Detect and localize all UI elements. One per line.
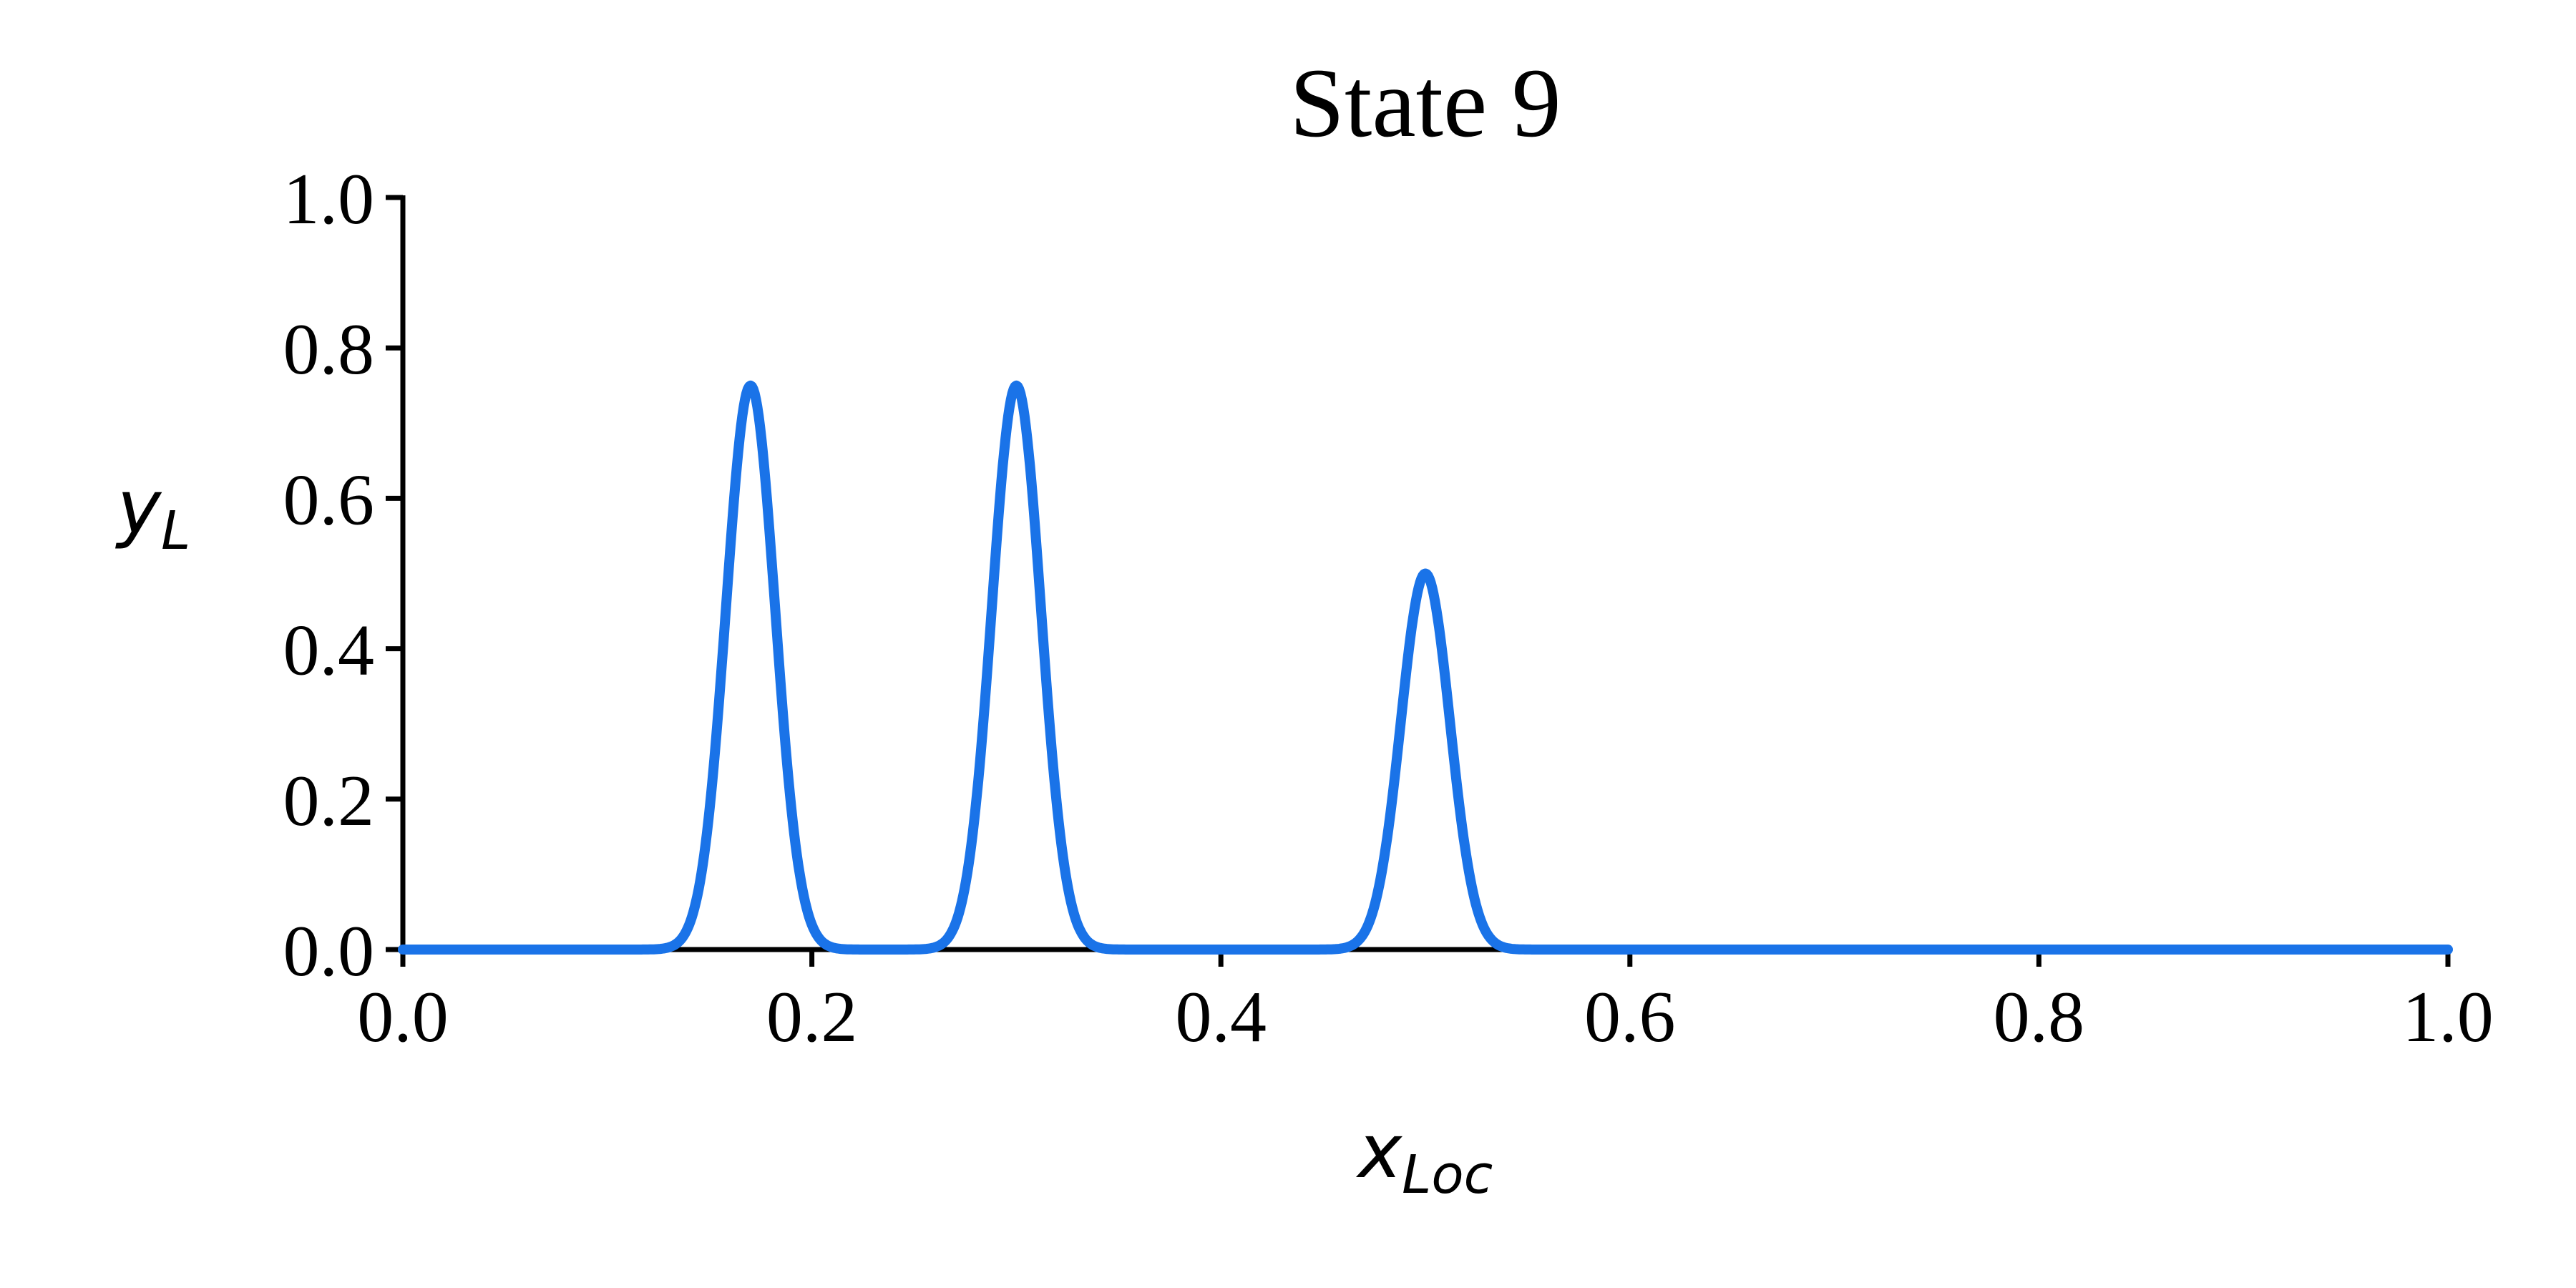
x-axis-ticks: 0.0 0.2 0.4 0.6 0.8 1.0 (357, 950, 2494, 1058)
x-tick-label: 1.0 (2402, 977, 2494, 1058)
y-tick-label: 0.6 (283, 459, 375, 540)
y-tick-label: 0.8 (283, 309, 375, 390)
y-axis-label-main: y (115, 464, 162, 551)
y-axis-ticks: 0.0 0.2 0.4 0.6 0.8 1.0 (283, 159, 403, 992)
y-axis-label: yL (115, 464, 191, 562)
x-tick-label: 0.8 (1994, 977, 2085, 1058)
x-tick-label: 0.4 (1175, 977, 1267, 1058)
y-tick-label: 0.4 (283, 610, 375, 691)
x-tick-label: 0.2 (766, 977, 858, 1058)
y-tick-label: 0.2 (283, 761, 375, 841)
chart-title: State 9 (1289, 48, 1561, 157)
x-tick-label: 0.6 (1584, 977, 1676, 1058)
series-line (398, 380, 2453, 955)
x-axis-label-subscript: Loc (1402, 1144, 1493, 1206)
x-tick-label: 0.0 (357, 977, 449, 1058)
x-axis-label: xLoc (1356, 1108, 1493, 1206)
y-axis-label-subscript: L (161, 500, 190, 562)
y-tick-label: 1.0 (283, 159, 375, 240)
y-tick-label: 0.0 (283, 911, 375, 992)
x-axis-label-main: x (1356, 1108, 1403, 1195)
